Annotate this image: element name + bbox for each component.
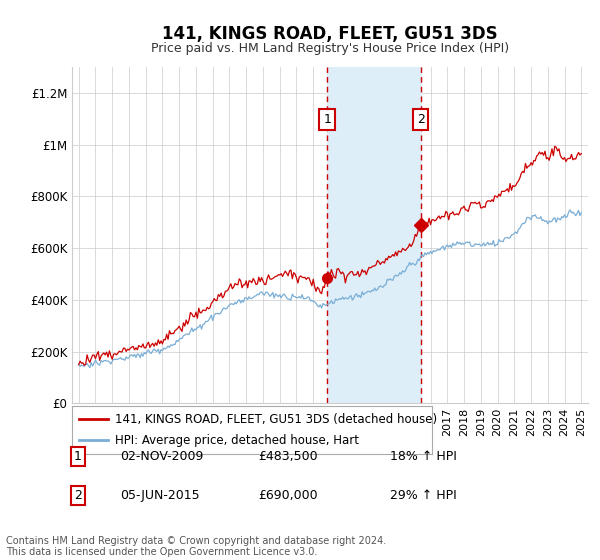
Text: £690,000: £690,000 [258,489,317,502]
Text: 141, KINGS ROAD, FLEET, GU51 3DS (detached house): 141, KINGS ROAD, FLEET, GU51 3DS (detach… [115,413,437,426]
Text: 1: 1 [323,113,331,126]
Text: 2: 2 [417,113,425,126]
Text: 141, KINGS ROAD, FLEET, GU51 3DS: 141, KINGS ROAD, FLEET, GU51 3DS [162,25,498,43]
Text: 18% ↑ HPI: 18% ↑ HPI [390,450,457,463]
Text: Price paid vs. HM Land Registry's House Price Index (HPI): Price paid vs. HM Land Registry's House … [151,42,509,55]
Bar [327,67,421,403]
Text: 02-NOV-2009: 02-NOV-2009 [120,450,203,463]
Text: Contains HM Land Registry data © Crown copyright and database right 2024.
This d: Contains HM Land Registry data © Crown c… [6,535,386,557]
Text: £483,500: £483,500 [258,450,317,463]
Text: 05-JUN-2015: 05-JUN-2015 [120,489,200,502]
Text: HPI: Average price, detached house, Hart: HPI: Average price, detached house, Hart [115,434,359,447]
Text: 2: 2 [74,489,82,502]
Text: 1: 1 [74,450,82,463]
Text: 29% ↑ HPI: 29% ↑ HPI [390,489,457,502]
